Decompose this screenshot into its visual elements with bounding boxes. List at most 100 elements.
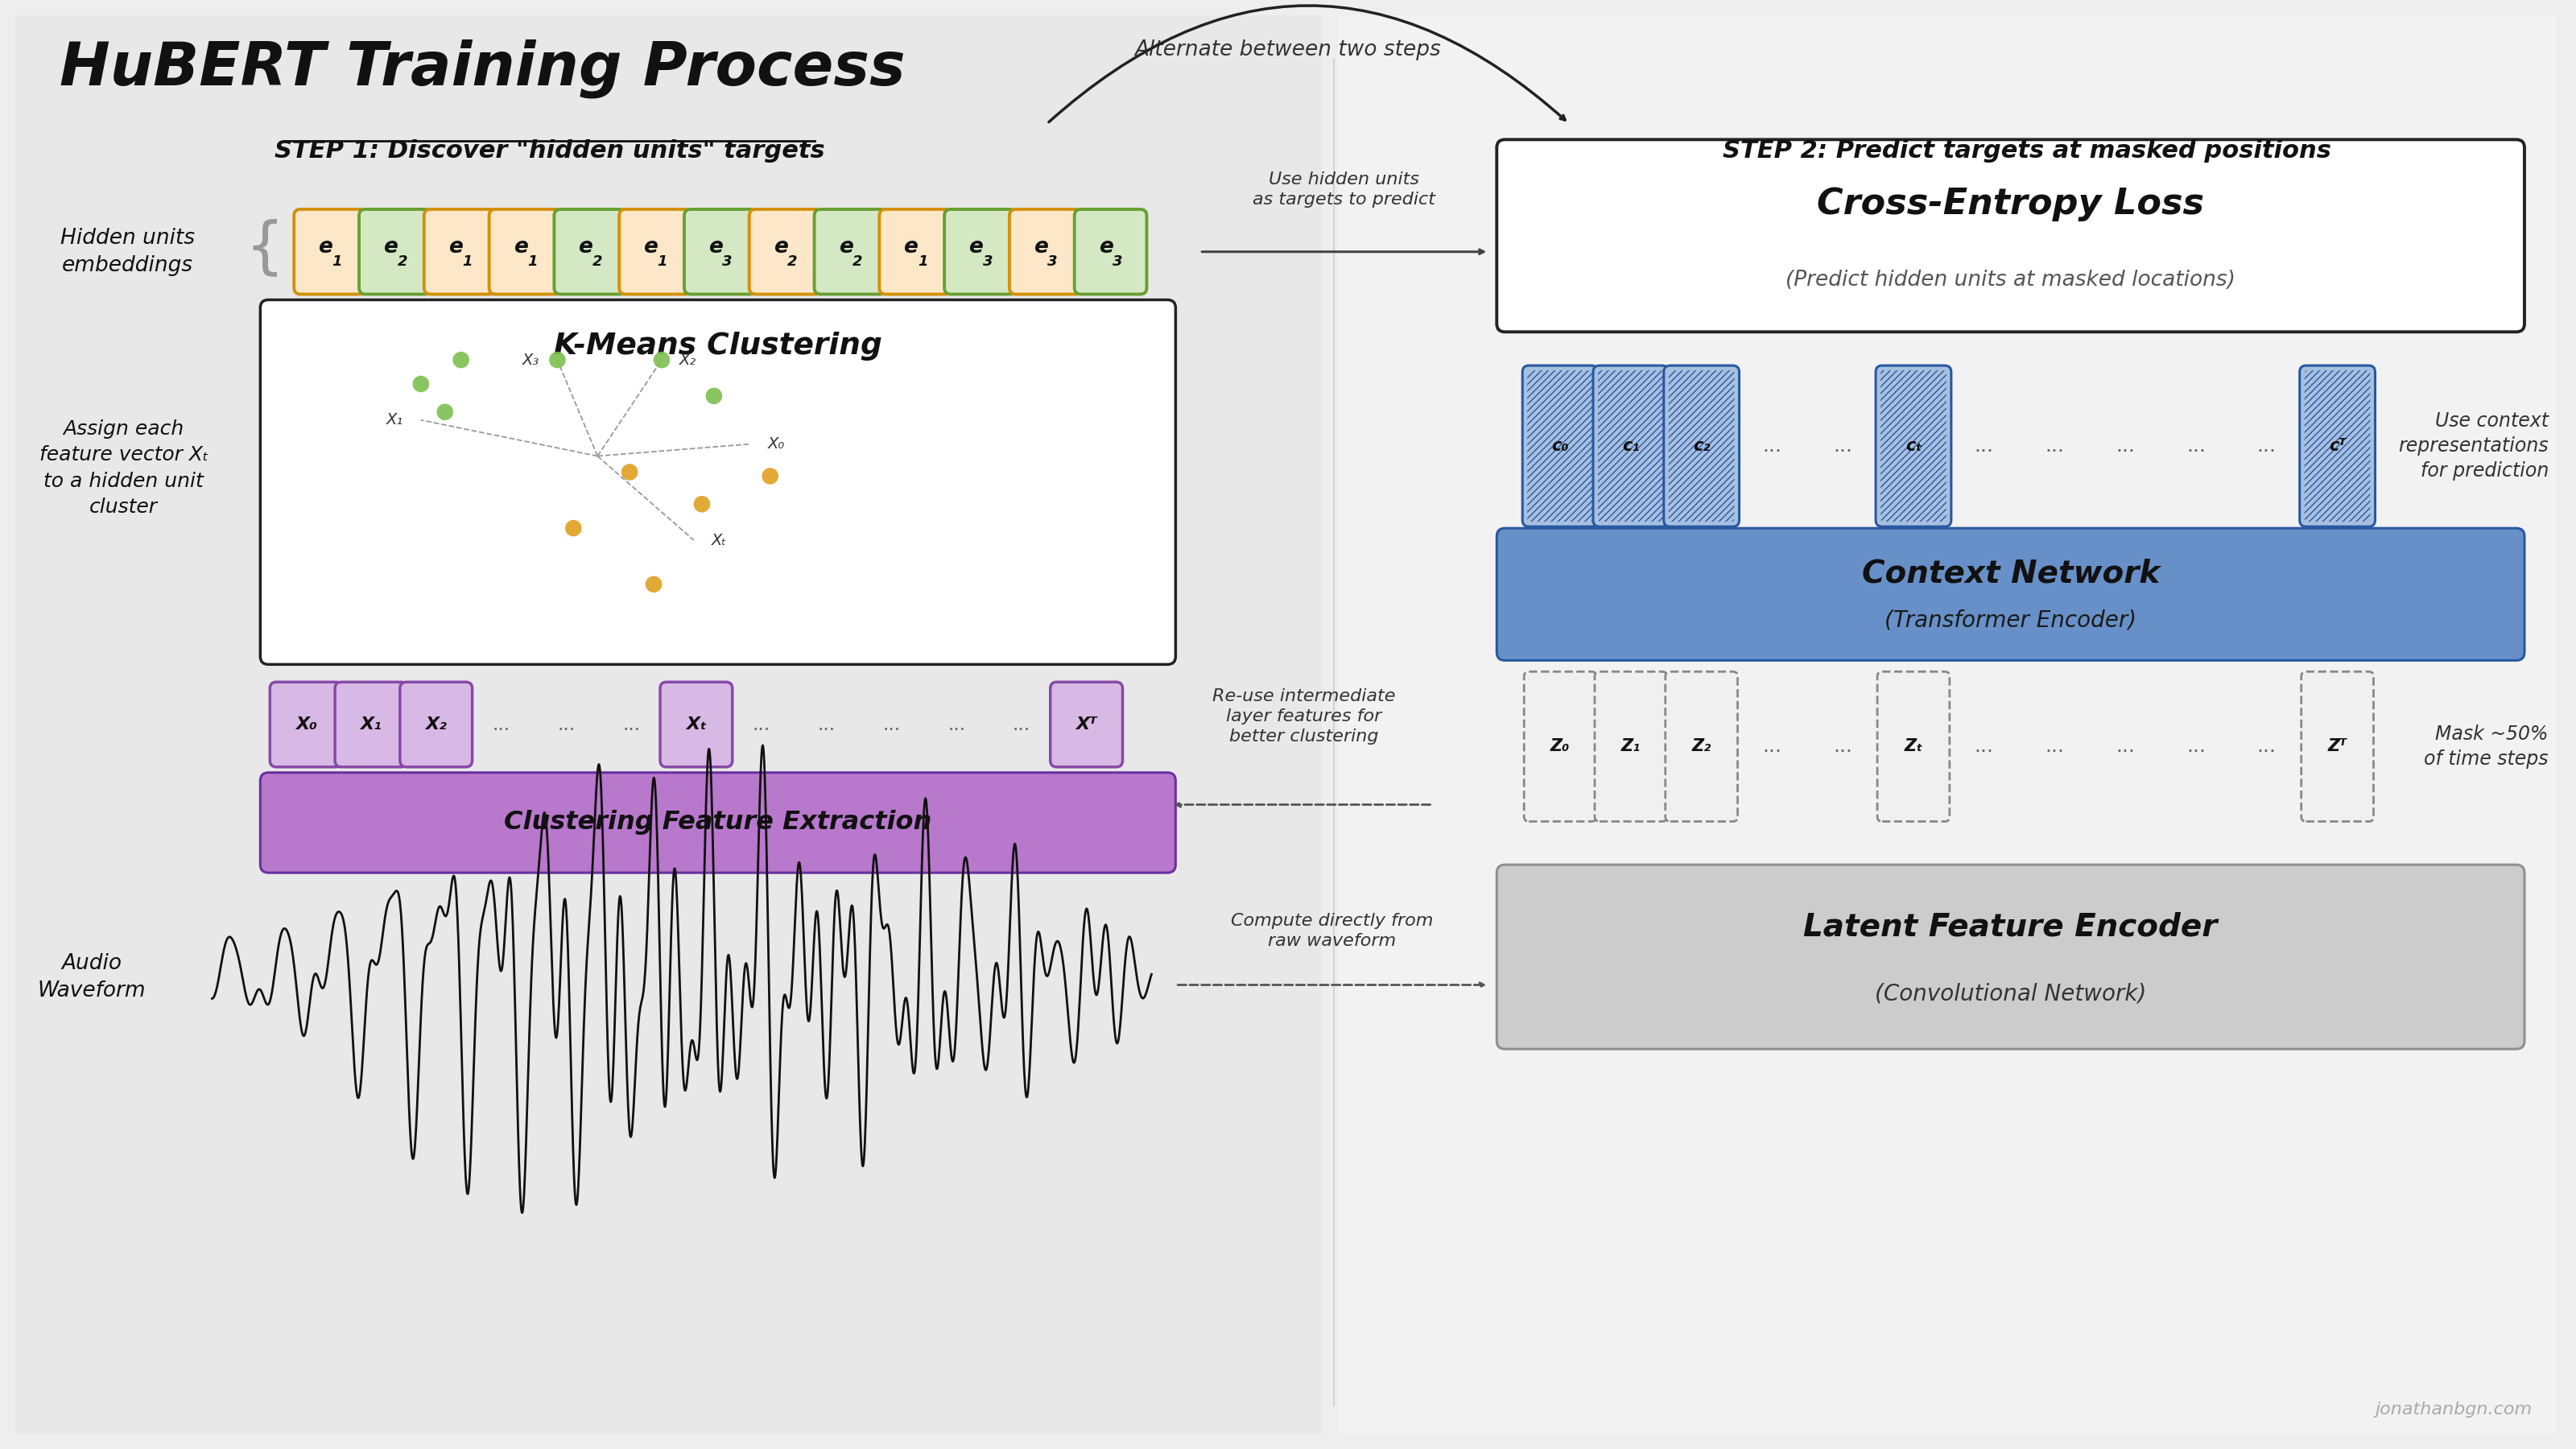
Text: ...: ...: [2257, 738, 2277, 756]
Text: e: e: [448, 238, 464, 258]
Text: Use context
representations
for prediction: Use context representations for predicti…: [2398, 412, 2548, 481]
Text: e: e: [773, 238, 788, 258]
Point: [641, 348, 683, 371]
Text: jonathanbgn.com: jonathanbgn.com: [2375, 1401, 2532, 1417]
Text: Compute directly from
raw waveform: Compute directly from raw waveform: [1231, 913, 1432, 949]
Text: ...: ...: [817, 714, 835, 735]
Text: (Convolutional Network): (Convolutional Network): [1875, 982, 2146, 1006]
FancyBboxPatch shape: [878, 209, 951, 294]
FancyBboxPatch shape: [1497, 139, 2524, 332]
FancyBboxPatch shape: [1878, 672, 1950, 822]
Text: K-Means Clustering: K-Means Clustering: [554, 332, 881, 361]
Text: X₃: X₃: [523, 352, 541, 368]
Text: Use hidden units
as targets to predict: Use hidden units as targets to predict: [1252, 171, 1435, 207]
FancyBboxPatch shape: [685, 209, 757, 294]
FancyBboxPatch shape: [1664, 365, 1739, 526]
Text: e: e: [644, 238, 657, 258]
Point: [425, 400, 466, 423]
FancyBboxPatch shape: [425, 209, 497, 294]
FancyBboxPatch shape: [814, 209, 886, 294]
Text: 1: 1: [332, 255, 343, 270]
Point: [750, 465, 791, 488]
Text: ...: ...: [2187, 738, 2205, 756]
Text: 3: 3: [1113, 255, 1123, 270]
Text: ...: ...: [623, 714, 639, 735]
FancyBboxPatch shape: [1497, 529, 2524, 661]
Text: Z₁: Z₁: [1620, 739, 1641, 755]
Text: cᵀ: cᵀ: [2329, 438, 2347, 454]
Text: Xₜ: Xₜ: [711, 533, 726, 548]
Text: Zₜ: Zₜ: [1904, 739, 1922, 755]
FancyBboxPatch shape: [260, 772, 1175, 872]
Point: [536, 348, 577, 371]
Text: STEP 1: Discover "hidden units" targets: STEP 1: Discover "hidden units" targets: [273, 139, 824, 162]
Text: Audio
Waveform: Audio Waveform: [39, 953, 147, 1001]
Text: ...: ...: [752, 714, 770, 735]
Text: ...: ...: [2115, 436, 2136, 456]
FancyBboxPatch shape: [1595, 672, 1667, 822]
FancyBboxPatch shape: [260, 300, 1175, 665]
Text: c₁: c₁: [1623, 438, 1638, 454]
FancyBboxPatch shape: [750, 209, 822, 294]
Text: ...: ...: [2115, 738, 2136, 756]
Text: ...: ...: [2045, 436, 2063, 456]
Text: ...: ...: [1834, 738, 1852, 756]
Text: 2: 2: [788, 255, 799, 270]
Text: ...: ...: [1834, 436, 1852, 456]
Text: ...: ...: [1012, 714, 1030, 735]
Text: X₂: X₂: [425, 716, 448, 733]
Text: Z₂: Z₂: [1692, 739, 1710, 755]
FancyBboxPatch shape: [1010, 209, 1082, 294]
Text: 1: 1: [528, 255, 538, 270]
Text: Latent Feature Encoder: Latent Feature Encoder: [1803, 911, 2218, 942]
Text: e: e: [513, 238, 528, 258]
Text: Assign each
feature vector Xₜ
to a hidden unit
cluster: Assign each feature vector Xₜ to a hidde…: [39, 419, 209, 517]
FancyBboxPatch shape: [618, 209, 690, 294]
Text: c₀: c₀: [1551, 438, 1569, 454]
Text: ...: ...: [1762, 738, 1783, 756]
Text: ...: ...: [2045, 738, 2063, 756]
FancyBboxPatch shape: [1875, 365, 1950, 526]
Text: Xᵀ: Xᵀ: [1077, 716, 1097, 733]
Text: Context Network: Context Network: [1862, 558, 2159, 588]
Text: ...: ...: [1973, 436, 1994, 456]
Text: ...: ...: [2257, 436, 2277, 456]
Text: 3: 3: [981, 255, 992, 270]
Text: (Predict hidden units at masked locations): (Predict hidden units at masked location…: [1785, 270, 2236, 290]
Text: e: e: [384, 238, 397, 258]
Text: c₂: c₂: [1692, 438, 1710, 454]
FancyBboxPatch shape: [1522, 365, 1597, 526]
Text: X₁: X₁: [361, 716, 381, 733]
FancyBboxPatch shape: [1592, 365, 1669, 526]
FancyBboxPatch shape: [1525, 672, 1597, 822]
Point: [634, 572, 675, 596]
Text: ...: ...: [1973, 738, 1994, 756]
Text: Z₀: Z₀: [1551, 739, 1569, 755]
Text: Clustering Feature Extraction: Clustering Feature Extraction: [505, 810, 933, 835]
Text: STEP 2: Predict targets at masked positions: STEP 2: Predict targets at masked positi…: [1723, 139, 2331, 162]
Text: e: e: [904, 238, 917, 258]
FancyBboxPatch shape: [554, 209, 626, 294]
Text: 2: 2: [592, 255, 603, 270]
FancyBboxPatch shape: [2300, 365, 2375, 526]
Text: X₂: X₂: [680, 352, 696, 368]
FancyBboxPatch shape: [15, 16, 1321, 1433]
Text: X₀: X₀: [768, 436, 786, 452]
Text: ...: ...: [556, 714, 574, 735]
Text: 1: 1: [657, 255, 667, 270]
Text: Re-use intermediate
layer features for
better clustering: Re-use intermediate layer features for b…: [1213, 688, 1396, 745]
FancyBboxPatch shape: [1664, 672, 1739, 822]
Text: e: e: [1097, 238, 1113, 258]
Text: e: e: [1033, 238, 1048, 258]
Text: e: e: [837, 238, 853, 258]
FancyBboxPatch shape: [1340, 16, 2555, 1433]
FancyBboxPatch shape: [358, 209, 430, 294]
Text: Zᵀ: Zᵀ: [2329, 739, 2347, 755]
Text: ...: ...: [492, 714, 510, 735]
Text: e: e: [708, 238, 724, 258]
Text: 2: 2: [853, 255, 863, 270]
FancyBboxPatch shape: [2300, 672, 2372, 822]
FancyBboxPatch shape: [1074, 209, 1146, 294]
FancyBboxPatch shape: [270, 682, 343, 767]
Text: 1: 1: [461, 255, 471, 270]
